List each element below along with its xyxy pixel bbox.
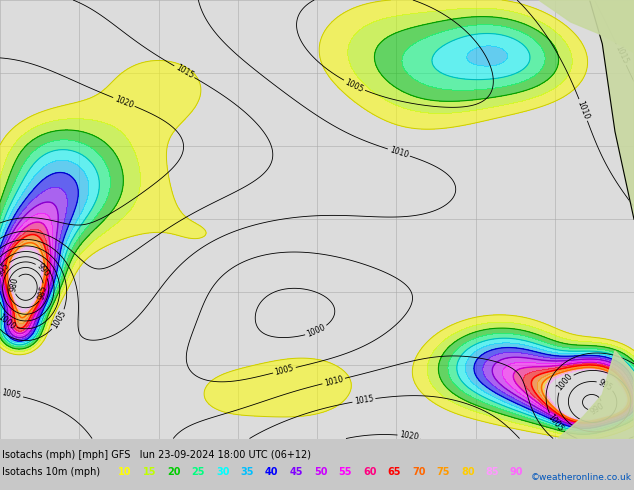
Text: 1010: 1010: [388, 145, 410, 160]
Text: 1005: 1005: [546, 413, 566, 434]
Text: 1015: 1015: [613, 44, 630, 65]
Text: 65: 65: [387, 467, 401, 477]
Text: 10: 10: [118, 467, 131, 477]
Text: 30: 30: [216, 467, 230, 477]
Text: 1005: 1005: [344, 77, 365, 94]
Text: 1010: 1010: [323, 374, 344, 388]
Text: 990: 990: [35, 262, 51, 279]
Text: 45: 45: [290, 467, 303, 477]
Text: 25: 25: [191, 467, 205, 477]
Text: Isotachs (mph) [mph] GFS   lun 23-09-2024 18:00 UTC (06+12): Isotachs (mph) [mph] GFS lun 23-09-2024 …: [2, 450, 311, 460]
Text: 1005: 1005: [50, 309, 68, 330]
Text: 1000: 1000: [306, 323, 327, 339]
Text: 995: 995: [597, 377, 614, 392]
Text: 15: 15: [143, 467, 156, 477]
Text: 80: 80: [461, 467, 475, 477]
Text: 60: 60: [363, 467, 377, 477]
Text: 1000: 1000: [555, 372, 574, 393]
Text: 1010: 1010: [576, 99, 591, 121]
Text: 1005: 1005: [1, 389, 22, 401]
Text: 1020: 1020: [399, 430, 419, 442]
Polygon shape: [539, 0, 634, 52]
Text: 55: 55: [339, 467, 352, 477]
Text: 90: 90: [510, 467, 524, 477]
Text: 995: 995: [0, 261, 11, 278]
Text: 1015: 1015: [174, 63, 195, 80]
Text: 50: 50: [314, 467, 328, 477]
Text: 1015: 1015: [354, 394, 374, 406]
Text: 40: 40: [265, 467, 278, 477]
Text: 35: 35: [240, 467, 254, 477]
Text: ©weatheronline.co.uk: ©weatheronline.co.uk: [531, 473, 632, 482]
Text: 75: 75: [436, 467, 450, 477]
Text: 980: 980: [8, 277, 20, 293]
Polygon shape: [590, 0, 634, 220]
Text: 985: 985: [37, 285, 49, 301]
Polygon shape: [558, 351, 634, 439]
Text: 1020: 1020: [113, 94, 134, 110]
Text: 990: 990: [588, 401, 605, 416]
Text: 1005: 1005: [274, 364, 295, 377]
Text: 70: 70: [412, 467, 425, 477]
Text: 20: 20: [167, 467, 181, 477]
Text: 85: 85: [486, 467, 499, 477]
Text: Isotachs 10m (mph): Isotachs 10m (mph): [2, 467, 100, 477]
Text: 1000: 1000: [0, 313, 17, 332]
